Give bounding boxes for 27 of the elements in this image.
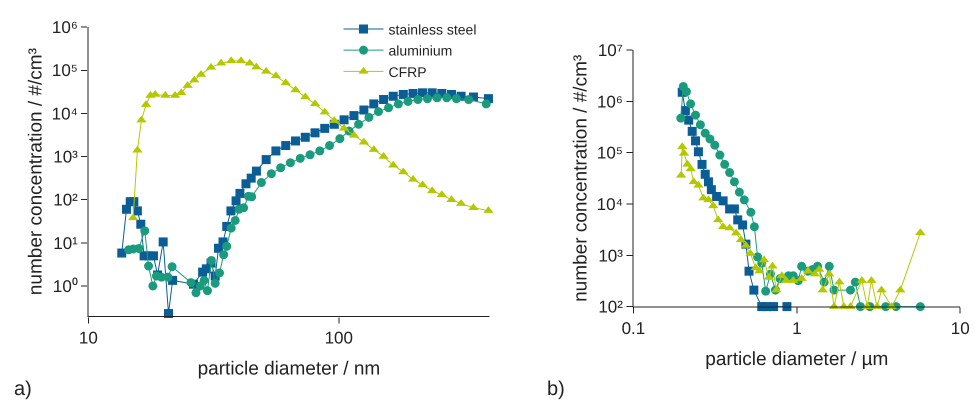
y-tick-label: 10⁶ (52, 18, 78, 38)
y-axis-title: number concentration / #/cm³ (570, 54, 592, 302)
y-tick-label: 10² (53, 190, 78, 210)
y-tick-label: 10⁷ (598, 40, 623, 60)
y-tick-label: 10⁴ (52, 104, 78, 124)
y-tick-label: 10⁶ (596, 92, 623, 112)
x-axis-title: particle diameter / nm (198, 358, 380, 380)
y-tick-label: 10¹ (53, 234, 78, 253)
y-tick-label: 10⁵ (596, 144, 623, 163)
text: b) (547, 378, 565, 400)
x-tick-label: 10 (78, 328, 98, 348)
x-tick-label: 100 (324, 328, 353, 348)
y-axis-title: number concentration / #/cm³ (25, 48, 46, 296)
y-tick-label: 10⁰ (52, 276, 78, 296)
text: a) (14, 378, 32, 400)
legend-label: aluminium (388, 42, 452, 59)
y-tick-label: 10⁴ (596, 194, 623, 214)
y-tick-label: 10² (598, 298, 624, 317)
legend-label: stainless steel (388, 21, 476, 38)
x-axis-title: particle diameter / µm (705, 348, 888, 370)
x-tick-label: 1 (792, 319, 802, 338)
x-tick-label: 10 (950, 319, 970, 338)
x-tick-label: 0.1 (622, 319, 646, 338)
legend-label: CFRP (388, 64, 427, 80)
y-tick-label: 10³ (53, 148, 78, 167)
y-tick-label: 10⁵ (52, 61, 78, 80)
y-tick-label: 10³ (598, 246, 624, 266)
